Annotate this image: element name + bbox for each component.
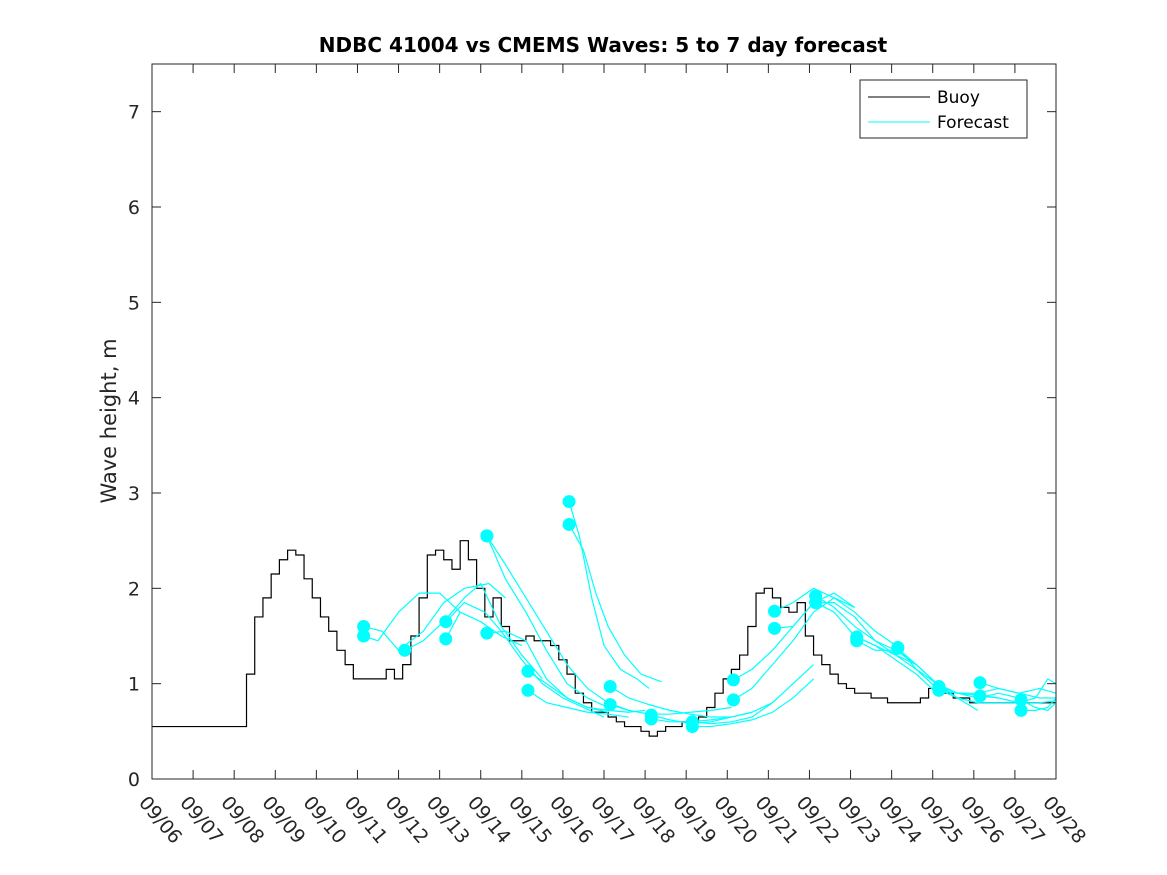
y-tick-label: 6 bbox=[128, 197, 140, 219]
forecast-line bbox=[568, 524, 662, 683]
y-tick-label: 1 bbox=[128, 674, 140, 696]
forecast-start-point bbox=[891, 640, 905, 654]
forecast-line bbox=[527, 670, 646, 713]
forecast-start-point bbox=[973, 676, 987, 690]
forecast-start-point bbox=[521, 664, 535, 678]
forecast-line bbox=[404, 582, 543, 680]
forecast-start-point bbox=[768, 621, 782, 635]
forecast-start-point bbox=[480, 626, 494, 640]
y-axis-label: Wave height, m bbox=[97, 338, 121, 503]
forecast-line bbox=[609, 704, 732, 715]
forecast-start-point bbox=[603, 680, 617, 694]
forecast-start-point bbox=[562, 495, 576, 509]
forecast-start-point bbox=[357, 629, 371, 643]
forecast-line bbox=[1021, 697, 1056, 711]
forecast-start-point bbox=[398, 643, 412, 657]
forecast-line bbox=[486, 535, 629, 711]
forecast-start-point bbox=[644, 712, 658, 726]
y-tick-label: 2 bbox=[128, 578, 140, 600]
legend-forecast-label: Forecast bbox=[937, 113, 1009, 133]
forecast-line bbox=[568, 501, 650, 689]
forecast-start-point bbox=[850, 634, 864, 648]
forecast-start-point bbox=[439, 632, 453, 646]
forecast-line bbox=[651, 711, 753, 723]
forecast-start-point bbox=[809, 596, 823, 610]
y-tick-label: 3 bbox=[128, 483, 140, 505]
forecast-start-point bbox=[480, 529, 494, 543]
forecast-start-point bbox=[562, 517, 576, 531]
forecast-line bbox=[445, 611, 523, 647]
forecast-line bbox=[897, 647, 1020, 704]
forecast-line bbox=[527, 689, 629, 718]
forecast-line bbox=[979, 682, 1056, 694]
y-tick-label: 7 bbox=[128, 102, 140, 124]
forecast-line bbox=[445, 601, 605, 718]
forecast-line bbox=[609, 686, 732, 718]
legend: Buoy Forecast bbox=[859, 79, 1028, 139]
buoy-series bbox=[152, 540, 1056, 737]
forecast-start-point bbox=[357, 619, 371, 633]
forecast-start-point bbox=[1014, 703, 1028, 717]
forecast-start-point bbox=[439, 615, 453, 629]
forecast-start-point bbox=[603, 698, 617, 712]
forecast-line bbox=[692, 678, 814, 728]
chart-title: NDBC 41004 vs CMEMS Waves: 5 to 7 day fo… bbox=[319, 33, 888, 57]
forecast-start-point bbox=[726, 693, 740, 707]
legend-buoy-label: Buoy bbox=[937, 88, 980, 108]
forecast-start-point bbox=[726, 673, 740, 687]
buoy-line bbox=[152, 540, 1056, 737]
forecast-line bbox=[486, 535, 609, 709]
y-tick-label: 0 bbox=[128, 769, 140, 791]
forecast-start-point bbox=[1014, 693, 1028, 707]
forecast-line bbox=[774, 587, 897, 647]
forecast-start-point bbox=[973, 689, 987, 703]
forecast-start-point bbox=[521, 683, 535, 697]
y-tick-label: 5 bbox=[128, 292, 140, 314]
forecast-line bbox=[363, 582, 506, 652]
forecast-start-point bbox=[685, 720, 699, 734]
forecast-start-point bbox=[768, 604, 782, 618]
y-axis: 0 1 2 3 4 5 6 7 bbox=[128, 102, 1056, 791]
forecast-line bbox=[692, 664, 814, 725]
forecast-series bbox=[357, 495, 1056, 734]
legend-box bbox=[859, 79, 1028, 139]
forecast-line bbox=[363, 592, 461, 642]
y-tick-label: 4 bbox=[128, 388, 140, 410]
forecast-start-point bbox=[932, 683, 946, 697]
